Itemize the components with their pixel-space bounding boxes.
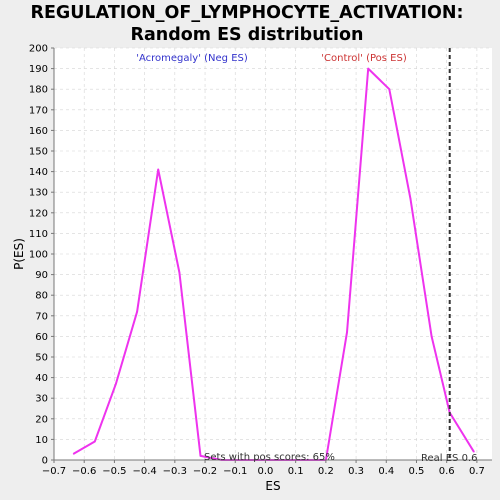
es-distribution-point [178, 271, 181, 274]
es-distribution-point [367, 67, 369, 70]
y-tick-label: 130 [29, 188, 48, 199]
x-tick-label: 0.6 [439, 466, 455, 477]
es-distribution-point [346, 331, 348, 334]
es-distribution-point [93, 440, 96, 443]
y-tick-label: 190 [29, 64, 48, 75]
y-tick-label: 50 [35, 353, 48, 364]
y-tick-label: 80 [35, 291, 48, 302]
es-distribution-point [199, 455, 202, 457]
y-tick-label: 150 [29, 147, 48, 158]
es-distribution-point [388, 88, 391, 90]
y-axis-label: P(ES) [12, 238, 26, 270]
x-tick-label: 0.7 [469, 466, 485, 477]
pos-es-label: 'Control' (Pos ES) [321, 53, 407, 64]
pos-scores-label: Sets with pos scores: 65% [204, 452, 335, 463]
x-tick-label: −0.4 [132, 466, 156, 477]
y-tick-label: 160 [29, 126, 48, 137]
y-tick-label: 140 [29, 167, 48, 178]
es-distribution-point [72, 453, 75, 455]
x-tick-label: 0.4 [378, 466, 394, 477]
x-tick-label: −0.1 [223, 466, 247, 477]
y-tick-label: 90 [35, 270, 48, 281]
y-tick-label: 180 [29, 85, 48, 96]
chart-title-line-1: REGULATION_OF_LYMPHOCYTE_ACTIVATION: [30, 3, 463, 23]
chart-title-line-2: Random ES distribution [130, 25, 363, 45]
y-tick-label: 20 [35, 414, 48, 425]
y-tick-label: 60 [35, 332, 48, 343]
es-distribution-point [115, 382, 117, 385]
x-tick-label: −0.2 [193, 466, 217, 477]
x-tick-label: 0.0 [257, 466, 273, 477]
axes [51, 47, 492, 463]
y-tick-label: 110 [29, 229, 48, 240]
x-tick-label: −0.7 [42, 466, 66, 477]
y-tick-label: 120 [29, 208, 48, 219]
x-tick-label: 0.5 [409, 466, 425, 477]
x-tick-label: −0.6 [72, 466, 96, 477]
neg-es-label: 'Acromegaly' (Neg ES) [136, 53, 248, 64]
es-distribution-point [157, 168, 160, 171]
es-distribution-point [409, 197, 412, 200]
y-tick-label: 70 [35, 311, 48, 322]
y-tick-label: 200 [29, 44, 48, 55]
y-tick-label: 170 [29, 105, 48, 116]
x-tick-label: 0.3 [348, 466, 364, 477]
y-tick-label: 10 [35, 435, 48, 446]
x-tick-label: 0.2 [318, 466, 334, 477]
real-es-label: Real ES 0.6 [421, 453, 477, 464]
x-tick-label: −0.3 [163, 466, 187, 477]
es-distribution-point [430, 335, 433, 338]
es-distribution-point [473, 450, 475, 453]
y-tick-label: 30 [35, 394, 48, 405]
x-tick-label: −0.5 [102, 466, 126, 477]
es-distribution-point [136, 310, 138, 313]
y-tick-label: 0 [42, 456, 48, 467]
x-tick-label: 0.1 [288, 466, 304, 477]
x-axis-label: ES [265, 479, 280, 493]
y-tick-label: 40 [35, 373, 48, 384]
tick-labels: 0 10 20 30 40 50 60 70 80 90 100 110 120 130 140 150 160… [29, 44, 485, 478]
y-tick-label: 100 [29, 250, 48, 261]
